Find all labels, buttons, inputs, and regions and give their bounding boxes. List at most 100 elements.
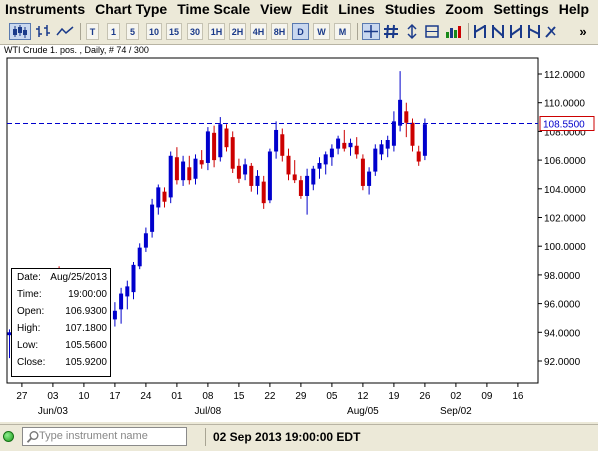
x-month-label: Jul/08 [195,406,222,417]
candle-body [311,169,315,185]
period-m-button[interactable]: M [334,23,351,40]
period-2h-button[interactable]: 2H [229,23,246,40]
toolbar-separator [80,23,81,40]
grid-icon[interactable] [382,23,400,40]
gann-tool-icon[interactable] [526,23,542,40]
crosshair-icon[interactable] [362,23,380,40]
volume-bars-icon[interactable] [444,23,464,40]
status-bar: 02 Sep 2013 19:00:00 EDT [0,424,598,451]
info-open-value: 106.9300 [65,306,107,317]
candle-body [256,176,260,186]
ohlc-info-box: Date: Aug/25/2013 Time: 19:00:00 Open: 106.… [11,268,111,377]
candle-body [417,151,421,161]
info-open-label: Open: [17,306,44,317]
period-d-button[interactable]: D [292,23,309,40]
chart-scale-icon[interactable] [423,23,441,40]
toolbar-separator [468,23,469,40]
candle-body [411,123,415,146]
instrument-search-input[interactable] [39,429,179,443]
menu-time-scale[interactable]: Time Scale [172,0,255,19]
candle-body [280,134,284,156]
scale-zoom-icon[interactable] [403,23,421,40]
candle-body [423,124,427,156]
info-low-value: 105.5600 [65,340,107,351]
x-tick-label: 24 [140,391,152,402]
menu-view[interactable]: View [255,0,297,19]
period-w-button[interactable]: W [313,23,330,40]
channel-tool-icon[interactable] [490,23,506,40]
menu-chart-type[interactable]: Chart Type [90,0,172,19]
menu-help[interactable]: Help [554,0,594,19]
candle-body [318,163,322,169]
menu-edit[interactable]: Edit [297,0,333,19]
fibonacci-tool-icon[interactable] [508,23,524,40]
toolbar: T 1 5 10 15 30 1H 2H 4H 8H D W M » [0,19,598,45]
menu-lines[interactable]: Lines [333,0,380,19]
y-tick-label: 104.0000 [544,185,586,196]
x-tick-label: 03 [47,391,59,402]
y-tick-label: 100.0000 [544,242,586,253]
x-tick-label: 02 [450,391,462,402]
menu-bar: Instruments Chart Type Time Scale View E… [0,0,598,19]
period-t-button[interactable]: T [86,23,99,40]
candle-body [125,286,129,296]
period-5-button[interactable]: 5 [126,23,139,40]
candle-body [274,130,278,152]
info-time-row: Time: 19:00:00 [17,289,109,303]
eraser-tool-icon[interactable] [543,23,559,40]
x-tick-label: 29 [295,391,307,402]
candle-body [144,233,148,247]
period-10-button[interactable]: 10 [146,23,162,40]
period-1-button[interactable]: 1 [107,23,120,40]
status-datetime: 02 Sep 2013 19:00:00 EDT [213,430,360,444]
menu-instruments[interactable]: Instruments [0,0,90,19]
x-tick-label: 22 [264,391,276,402]
candle-body [200,160,204,164]
candle-body [113,311,117,320]
x-tick-label: 15 [233,391,245,402]
period-8h-button[interactable]: 8H [271,23,288,40]
candle-body [218,124,222,157]
status-separator [205,428,206,446]
toolbar-overflow-icon[interactable]: » [576,23,590,40]
period-4h-button[interactable]: 4H [250,23,267,40]
chart-type-line-icon[interactable] [55,23,75,40]
menu-studies[interactable]: Studies [380,0,441,19]
period-30-button[interactable]: 30 [187,23,203,40]
candle-body [367,172,371,186]
candle-body [336,139,340,149]
menu-zoom[interactable]: Zoom [440,0,488,19]
instrument-search-box[interactable] [22,427,187,446]
candle-body [138,248,142,267]
period-1h-button[interactable]: 1H [208,23,225,40]
price-marker-label: 108.5500 [543,120,585,131]
candle-body [249,166,253,186]
chart-title: WTI Crude 1. pos. , Daily, # 74 / 300 [4,45,149,55]
menu-settings[interactable]: Settings [489,0,554,19]
candle-body [132,265,136,292]
period-15-button[interactable]: 15 [166,23,182,40]
info-low-label: Low: [17,340,38,351]
info-high-value: 107.1800 [65,323,107,334]
candle-body [373,149,377,172]
candle-body [287,156,291,175]
x-tick-label: 12 [357,391,369,402]
candle-body [206,131,210,163]
info-time-label: Time: [17,289,42,300]
y-tick-label: 106.0000 [544,156,586,167]
y-tick-label: 102.0000 [544,214,586,225]
info-close-label: Close: [17,357,45,368]
chart-type-candle-icon[interactable] [9,23,31,40]
toolbar-separator [357,23,358,40]
chart-type-bar-icon[interactable] [33,23,53,40]
candle-body [187,167,191,180]
candle-body [349,143,353,147]
candle-body [299,180,303,196]
chart-panel[interactable]: 92.0000 94.0000 96.0000 98.0000 100.0000 102.… [0,45,598,422]
search-icon [26,430,40,444]
y-tick-label: 110.0000 [544,99,585,110]
candle-body [305,176,309,196]
info-date-row: Date: Aug/25/2013 [17,272,109,286]
x-tick-label: 05 [326,391,338,402]
trendline-tool-icon[interactable] [472,23,488,40]
